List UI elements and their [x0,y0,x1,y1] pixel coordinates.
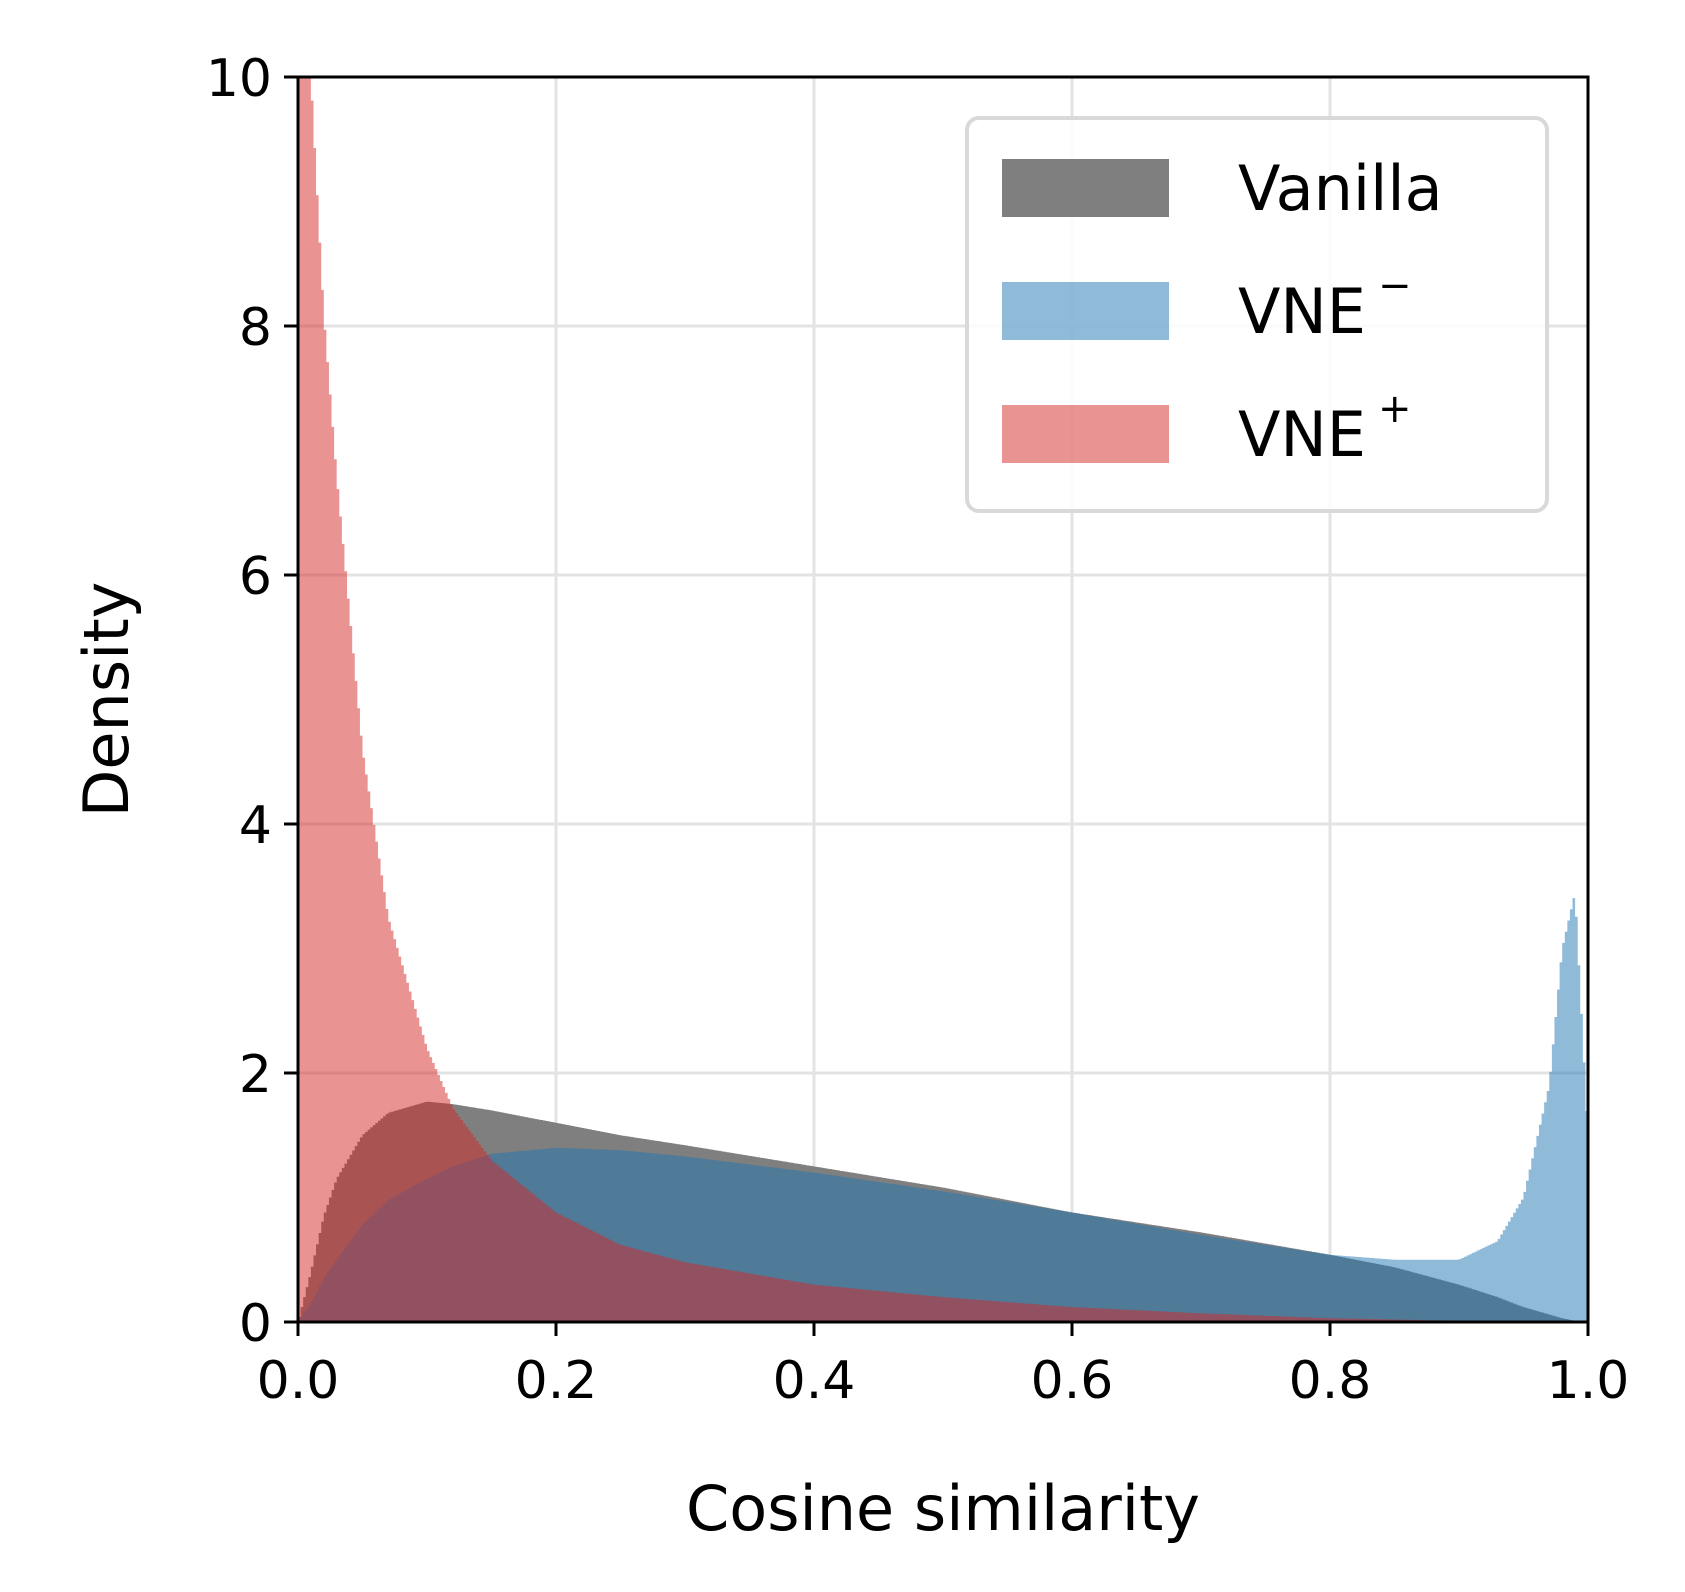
histogram-series-2 [298,77,1588,1322]
y-axis-title: Density [70,582,143,818]
legend-superscript: − [1378,263,1412,309]
x-tick-label: 0.0 [257,1351,340,1411]
y-tick-label: 8 [239,298,272,358]
legend-label: Vanilla [1238,152,1443,225]
plot-frame [296,75,1590,1324]
y-tick-label: 6 [239,547,272,607]
x-axis-title: Cosine similarity [686,1472,1200,1545]
axes: 0.0 0.2 0.4 0.6 0.8 1.0 0 2 4 6 8 10 Cosine similari… [70,49,1629,1545]
x-tick-label: 0.2 [515,1351,598,1411]
y-tick-label: 4 [239,796,272,856]
y-tick-label: 10 [206,49,272,109]
histogram-series-1 [298,898,1588,1322]
x-tick-label: 0.4 [773,1351,856,1411]
x-tick-label: 0.6 [1031,1351,1114,1411]
y-tick-label: 2 [239,1045,272,1105]
legend-swatch [1002,282,1169,340]
y-tick-label: 0 [239,1294,272,1354]
x-tick-label: 1.0 [1547,1351,1630,1411]
legend-superscript: + [1378,386,1412,432]
histogram-bars [298,77,1588,1322]
x-tick-label: 0.8 [1289,1351,1372,1411]
legend-swatch [1002,405,1169,463]
legend-swatch [1002,159,1169,217]
